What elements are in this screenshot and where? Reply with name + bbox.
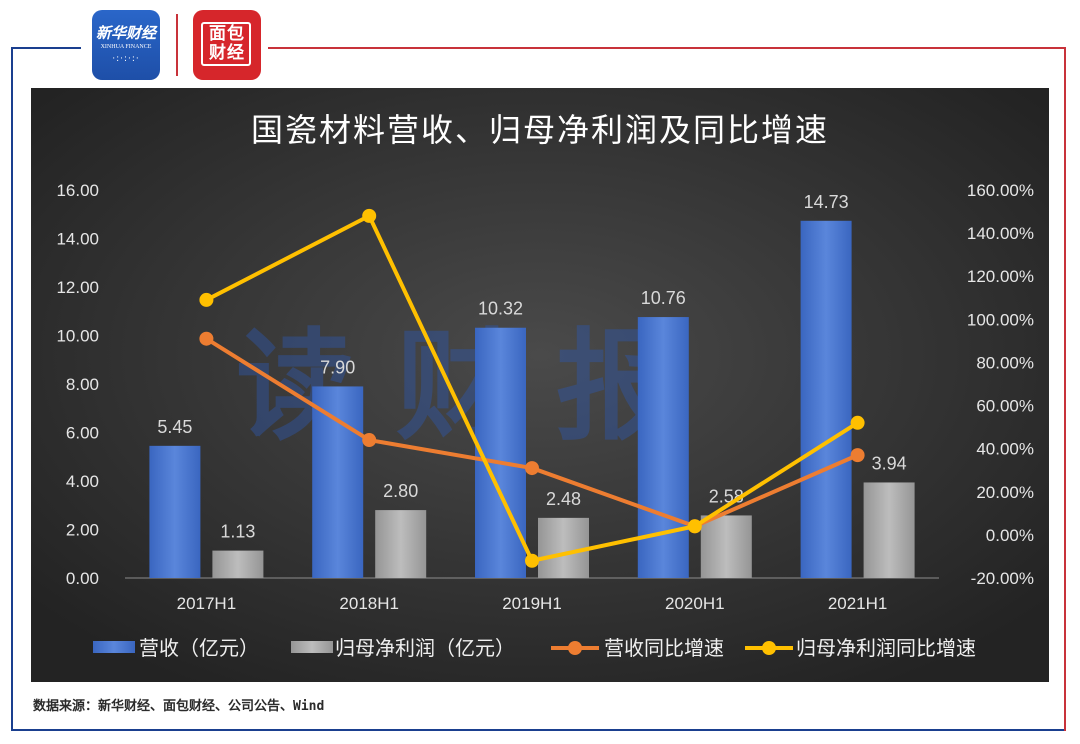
right-axis-tick-label: 160.00% xyxy=(967,181,1034,200)
x-axis-tick-label: 2020H1 xyxy=(665,594,725,613)
frame-top-left-line xyxy=(11,47,81,49)
right-axis-tick-label: -20.00% xyxy=(971,569,1034,588)
left-axis-tick-label: 16.00 xyxy=(56,181,99,200)
net-profit-bar xyxy=(375,510,427,578)
net-profit-bar xyxy=(538,517,589,578)
profit-growth-point xyxy=(362,208,377,223)
left-axis-tick-label: 8.00 xyxy=(66,375,99,394)
legend-net-profit-label: 归母净利润（亿元） xyxy=(335,637,515,660)
right-axis-tick-label: 140.00% xyxy=(967,224,1034,243)
source-note: 数据来源：新华财经、面包财经、公司公告、Wind xyxy=(33,699,325,714)
xinhua-logo-cn-text: 新华财经 xyxy=(95,24,156,42)
legend-revenue-swatch xyxy=(93,641,135,653)
legend-profit-growth-label: 归母净利润同比增速 xyxy=(796,637,976,660)
chart-title: 国瓷材料营收、归母净利润及同比增速 xyxy=(251,112,829,148)
net-profit-bar-label: 3.94 xyxy=(872,453,907,473)
revenue-bar-label: 7.90 xyxy=(320,357,355,377)
net-profit-bar xyxy=(700,515,752,578)
frame-left-line xyxy=(11,47,13,731)
left-axis-tick-label: 14.00 xyxy=(56,230,99,249)
xinhua-logo-en-text: XINHUA FINANCE xyxy=(100,44,152,50)
left-axis-tick-label: 4.00 xyxy=(66,472,99,491)
net-profit-bar-label: 1.13 xyxy=(220,522,255,542)
left-axis-ticks: 16.00 14.00 12.00 10.00 8.00 6.00 4.00 2.00 0.00 xyxy=(56,181,99,588)
right-axis-tick-label: 20.00% xyxy=(976,483,1034,502)
x-axis-tick-label: 2019H1 xyxy=(502,594,562,613)
right-axis-tick-label: 80.00% xyxy=(976,353,1034,372)
profit-growth-point xyxy=(850,415,865,430)
right-axis-tick-label: 60.00% xyxy=(976,397,1034,416)
xinhua-logo-dots-icon: ·:·:·:· xyxy=(112,54,140,64)
right-axis-ticks: 160.00% 140.00% 120.00% 100.00% 80.00% 60.00%… xyxy=(967,181,1034,588)
frame-bottom-line xyxy=(11,729,1066,731)
x-axis-tick-label: 2017H1 xyxy=(177,594,237,613)
net-profit-bar xyxy=(863,482,915,578)
revenue-growth-point xyxy=(199,331,214,346)
x-axis-ticks: 2017H1 2018H1 2019H1 2020H1 2021H1 xyxy=(177,594,888,613)
legend-profit-growth-swatch-marker xyxy=(762,641,776,655)
right-axis-tick-label: 120.00% xyxy=(967,267,1034,286)
legend-revenue-growth-swatch-marker xyxy=(568,641,582,655)
revenue-bar xyxy=(149,445,201,578)
net-profit-bar xyxy=(212,550,264,578)
watermark-text: 读财报 xyxy=(236,320,716,454)
mianbao-finance-logo: 面包财经 xyxy=(193,10,261,80)
left-axis-tick-label: 2.00 xyxy=(66,521,99,540)
chart-panel: 读财报 国瓷材料营收、归母净利润及同比增速 16.00 14.00 12.00 10.… xyxy=(31,88,1049,682)
legend-net-profit-swatch xyxy=(291,641,333,653)
net-profit-bar-label: 2.80 xyxy=(383,481,418,501)
left-axis-tick-label: 10.00 xyxy=(56,327,99,346)
frame-top-right-line xyxy=(268,47,1066,49)
revenue-bar xyxy=(475,327,526,578)
net-profit-bar-label: 2.48 xyxy=(546,489,581,509)
left-axis-tick-label: 6.00 xyxy=(66,424,99,443)
combo-chart: 读财报 国瓷材料营收、归母净利润及同比增速 16.00 14.00 12.00 10.… xyxy=(31,88,1049,682)
revenue-growth-point xyxy=(362,433,377,448)
revenue-bar-label: 5.45 xyxy=(157,417,192,437)
profit-growth-point xyxy=(687,519,702,534)
profit-growth-point xyxy=(199,292,214,307)
frame-right-line xyxy=(1064,47,1066,731)
right-axis-tick-label: 40.00% xyxy=(976,440,1034,459)
logo-divider xyxy=(176,14,178,76)
x-axis-tick-label: 2018H1 xyxy=(339,594,399,613)
legend-revenue-label: 营收（亿元） xyxy=(139,637,259,660)
right-axis-tick-label: 100.00% xyxy=(967,310,1034,329)
revenue-bar-label: 14.73 xyxy=(804,192,849,212)
revenue-bar xyxy=(312,386,364,578)
revenue-bar xyxy=(800,220,852,579)
profit-growth-point xyxy=(525,553,539,568)
right-axis-tick-label: 0.00% xyxy=(986,526,1034,545)
revenue-growth-point xyxy=(850,448,865,463)
xinhua-finance-logo: 新华财经 XINHUA FINANCE ·:·:·:· xyxy=(92,10,160,80)
revenue-growth-point xyxy=(525,461,539,476)
bar-series xyxy=(149,220,915,579)
revenue-bar-label: 10.76 xyxy=(641,288,686,308)
mianbao-logo-frame-icon xyxy=(201,22,251,66)
line-series xyxy=(199,208,865,568)
revenue-bar xyxy=(637,317,689,578)
left-axis-tick-label: 0.00 xyxy=(66,569,99,588)
revenue-bar-label: 10.32 xyxy=(478,299,523,319)
left-axis-tick-label: 12.00 xyxy=(56,278,99,297)
mianbao-logo-text: 面包财经 xyxy=(209,24,245,63)
legend-revenue-growth-label: 营收同比增速 xyxy=(604,637,724,660)
chart-legend: 营收（亿元） 归母净利润（亿元） 营收同比增速 归母净利润同比增速 xyxy=(93,637,976,660)
chart-background xyxy=(31,88,1049,682)
x-axis-tick-label: 2021H1 xyxy=(828,594,888,613)
